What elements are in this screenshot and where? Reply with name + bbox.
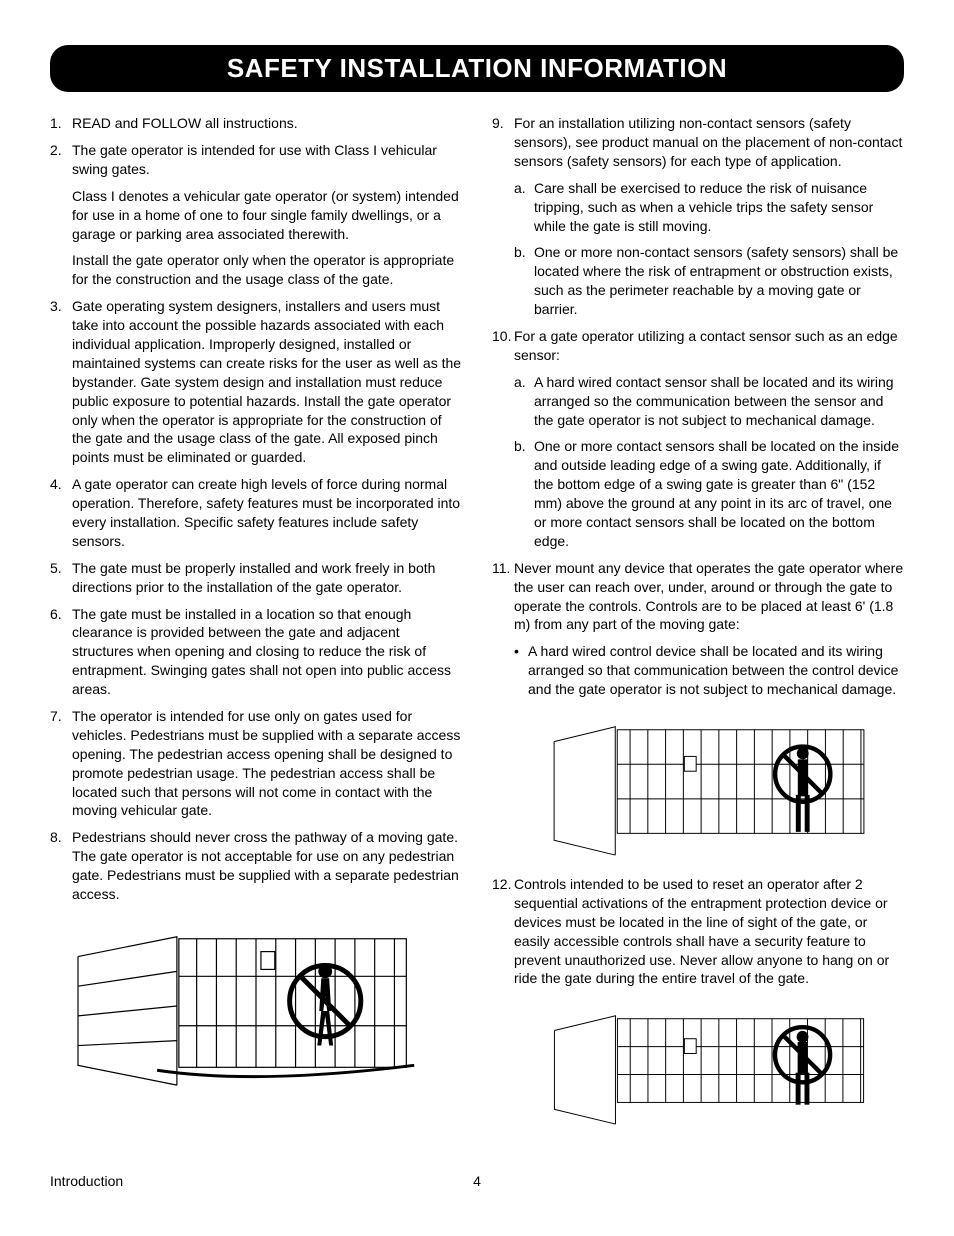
list-paragraph: The gate must be properly installed and … bbox=[72, 559, 462, 597]
content-columns: READ and FOLLOW all instructions. The gat… bbox=[50, 114, 904, 1144]
list-paragraph: For an installation utilizing non-contac… bbox=[514, 114, 904, 171]
list-item: The gate must be properly installed and … bbox=[50, 559, 462, 597]
list-paragraph: Class I denotes a vehicular gate operato… bbox=[72, 187, 462, 244]
sub-list-item: One or more non-contact sensors (safety … bbox=[514, 243, 904, 319]
pedestrian-gate-prohibited-figure bbox=[50, 916, 462, 1096]
list-paragraph: Never mount any device that operates the… bbox=[514, 559, 904, 635]
right-list: For an installation utilizing non-contac… bbox=[492, 114, 904, 1130]
list-paragraph: Gate operating system designers, install… bbox=[72, 297, 462, 467]
list-paragraph: The gate must be installed in a location… bbox=[72, 605, 462, 699]
list-paragraph: For a gate operator utilizing a contact … bbox=[514, 327, 904, 365]
list-paragraph: Install the gate operator only when the … bbox=[72, 251, 462, 289]
sub-list-item: One or more contact sensors shall be loc… bbox=[514, 437, 904, 550]
list-item: The gate operator is intended for use wi… bbox=[50, 141, 462, 289]
list-item: The operator is intended for use only on… bbox=[50, 707, 462, 820]
bullet-list: A hard wired control device shall be loc… bbox=[514, 642, 904, 699]
sub-list: Care shall be exercised to reduce the ri… bbox=[514, 179, 904, 319]
list-item: Never mount any device that operates the… bbox=[492, 559, 904, 861]
sub-list: A hard wired contact sensor shall be loc… bbox=[514, 373, 904, 551]
list-item: Gate operating system designers, install… bbox=[50, 297, 462, 467]
left-column: READ and FOLLOW all instructions. The gat… bbox=[50, 114, 462, 1144]
sub-list-item: A hard wired contact sensor shall be loc… bbox=[514, 373, 904, 430]
list-paragraph: The gate operator is intended for use wi… bbox=[72, 141, 462, 179]
left-list: READ and FOLLOW all instructions. The gat… bbox=[50, 114, 462, 904]
list-item: For a gate operator utilizing a contact … bbox=[492, 327, 904, 551]
page-footer: Introduction 4 bbox=[50, 1172, 904, 1191]
footer-section: Introduction bbox=[50, 1172, 473, 1191]
list-item: READ and FOLLOW all instructions. bbox=[50, 114, 462, 133]
footer-page-number: 4 bbox=[473, 1172, 481, 1191]
reach-through-prohibited-figure bbox=[514, 711, 904, 861]
list-paragraph: The operator is intended for use only on… bbox=[72, 707, 462, 820]
list-paragraph: READ and FOLLOW all instructions. bbox=[72, 114, 462, 133]
list-item: Pedestrians should never cross the pathw… bbox=[50, 828, 462, 904]
list-paragraph: A gate operator can create high levels o… bbox=[72, 475, 462, 551]
list-item: The gate must be installed in a location… bbox=[50, 605, 462, 699]
list-item: Controls intended to be used to reset an… bbox=[492, 875, 904, 1130]
sub-list-item: Care shall be exercised to reduce the ri… bbox=[514, 179, 904, 236]
bullet-item: A hard wired control device shall be loc… bbox=[514, 642, 904, 699]
section-header: SAFETY INSTALLATION INFORMATION bbox=[50, 45, 904, 92]
list-paragraph: Controls intended to be used to reset an… bbox=[514, 875, 904, 988]
right-column: For an installation utilizing non-contac… bbox=[492, 114, 904, 1144]
ride-gate-prohibited-figure bbox=[514, 1000, 904, 1130]
list-paragraph: Pedestrians should never cross the pathw… bbox=[72, 828, 462, 904]
list-item: A gate operator can create high levels o… bbox=[50, 475, 462, 551]
list-item: For an installation utilizing non-contac… bbox=[492, 114, 904, 319]
